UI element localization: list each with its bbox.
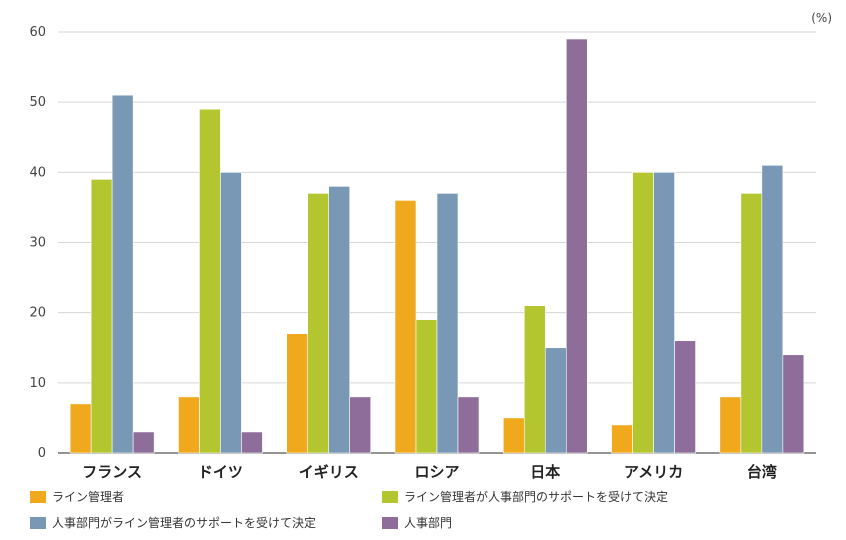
y-tick-label-20: 20 (29, 306, 46, 321)
bar-2-1 (307, 193, 330, 454)
x-category-label-3: ロシア (414, 463, 459, 481)
legend-item-0: ライン管理者 (30, 488, 124, 505)
legend-item-2: 人事部門がライン管理者のサポートを受けて決定 (30, 514, 316, 531)
x-category-label-2: イギリス (299, 463, 359, 481)
legend-item-1: ライン管理者が人事部門のサポートを受けて決定 (382, 488, 668, 505)
bar-6-3 (782, 354, 805, 454)
y-axis-ticks: 0 10 20 30 40 50 60 (29, 25, 46, 461)
bar-4-2 (544, 347, 567, 454)
legend-swatch-1 (382, 490, 398, 503)
x-category-label-6: 台湾 (747, 463, 777, 481)
bar-0-2 (111, 94, 134, 454)
bar-1-1 (199, 108, 221, 454)
x-category-label-5: アメリカ (624, 463, 683, 481)
y-tick-label-30: 30 (29, 236, 46, 251)
legend-label-2: 人事部門がライン管理者のサポートを受けて決定 (52, 516, 317, 530)
bar-4-1 (523, 305, 546, 454)
y-tick-label-40: 40 (29, 165, 46, 180)
bar-5-3 (674, 340, 696, 454)
legend-label-1: ライン管理者が人事部門のサポートを受けて決定 (404, 490, 669, 504)
bar-3-0 (394, 200, 417, 454)
bar-1-2 (220, 172, 242, 454)
x-category-label-0: フランス (82, 463, 142, 481)
y-tick-label-0: 0 (38, 446, 46, 461)
legend-item-3: 人事部門 (382, 514, 452, 531)
legend-swatch-2 (30, 516, 46, 529)
bar-0-0 (69, 403, 92, 454)
bar-1-0 (178, 396, 200, 454)
x-category-label-1: ドイツ (198, 463, 243, 481)
bar-4-3 (565, 38, 588, 454)
bar-2-2 (328, 186, 351, 454)
bar-4-0 (502, 417, 525, 454)
legend-label-3: 人事部門 (404, 516, 453, 530)
bar-0-1 (90, 179, 113, 454)
legend-label-0: ライン管理者 (52, 490, 125, 504)
legend: ライン管理者 ライン管理者が人事部門のサポートを受けて決定 人事部門がライン管理… (30, 488, 830, 538)
legend-swatch-0 (30, 490, 46, 503)
y-tick-label-10: 10 (29, 376, 46, 391)
bar-6-0 (719, 396, 742, 454)
y-tick-label-50: 50 (29, 95, 46, 110)
bar-5-0 (611, 424, 633, 454)
bar-2-3 (349, 396, 372, 454)
bar-5-1 (632, 172, 654, 454)
y-tick-label-60: 60 (29, 25, 46, 40)
bar-3-1 (415, 319, 438, 454)
bar-0-3 (132, 431, 155, 454)
x-axis-categories: フランス ドイツ イギリス ロシア 日本 アメリカ 台湾 (82, 463, 777, 481)
bar-chart: (%) 0 10 20 30 40 50 60 フランス ドイツ イギリス ロシア 日本 アメリカ 台湾 (29, 11, 832, 481)
bar-6-2 (761, 165, 784, 454)
unit-label: (%) (811, 11, 832, 25)
bar-6-1 (740, 193, 763, 454)
x-category-label-4: 日本 (530, 463, 560, 481)
bar-3-2 (436, 193, 459, 454)
bar-3-3 (457, 396, 480, 454)
bars (69, 38, 805, 454)
bar-2-0 (286, 333, 309, 454)
bar-5-2 (653, 172, 675, 454)
legend-swatch-3 (382, 516, 398, 529)
bar-1-3 (241, 431, 263, 454)
